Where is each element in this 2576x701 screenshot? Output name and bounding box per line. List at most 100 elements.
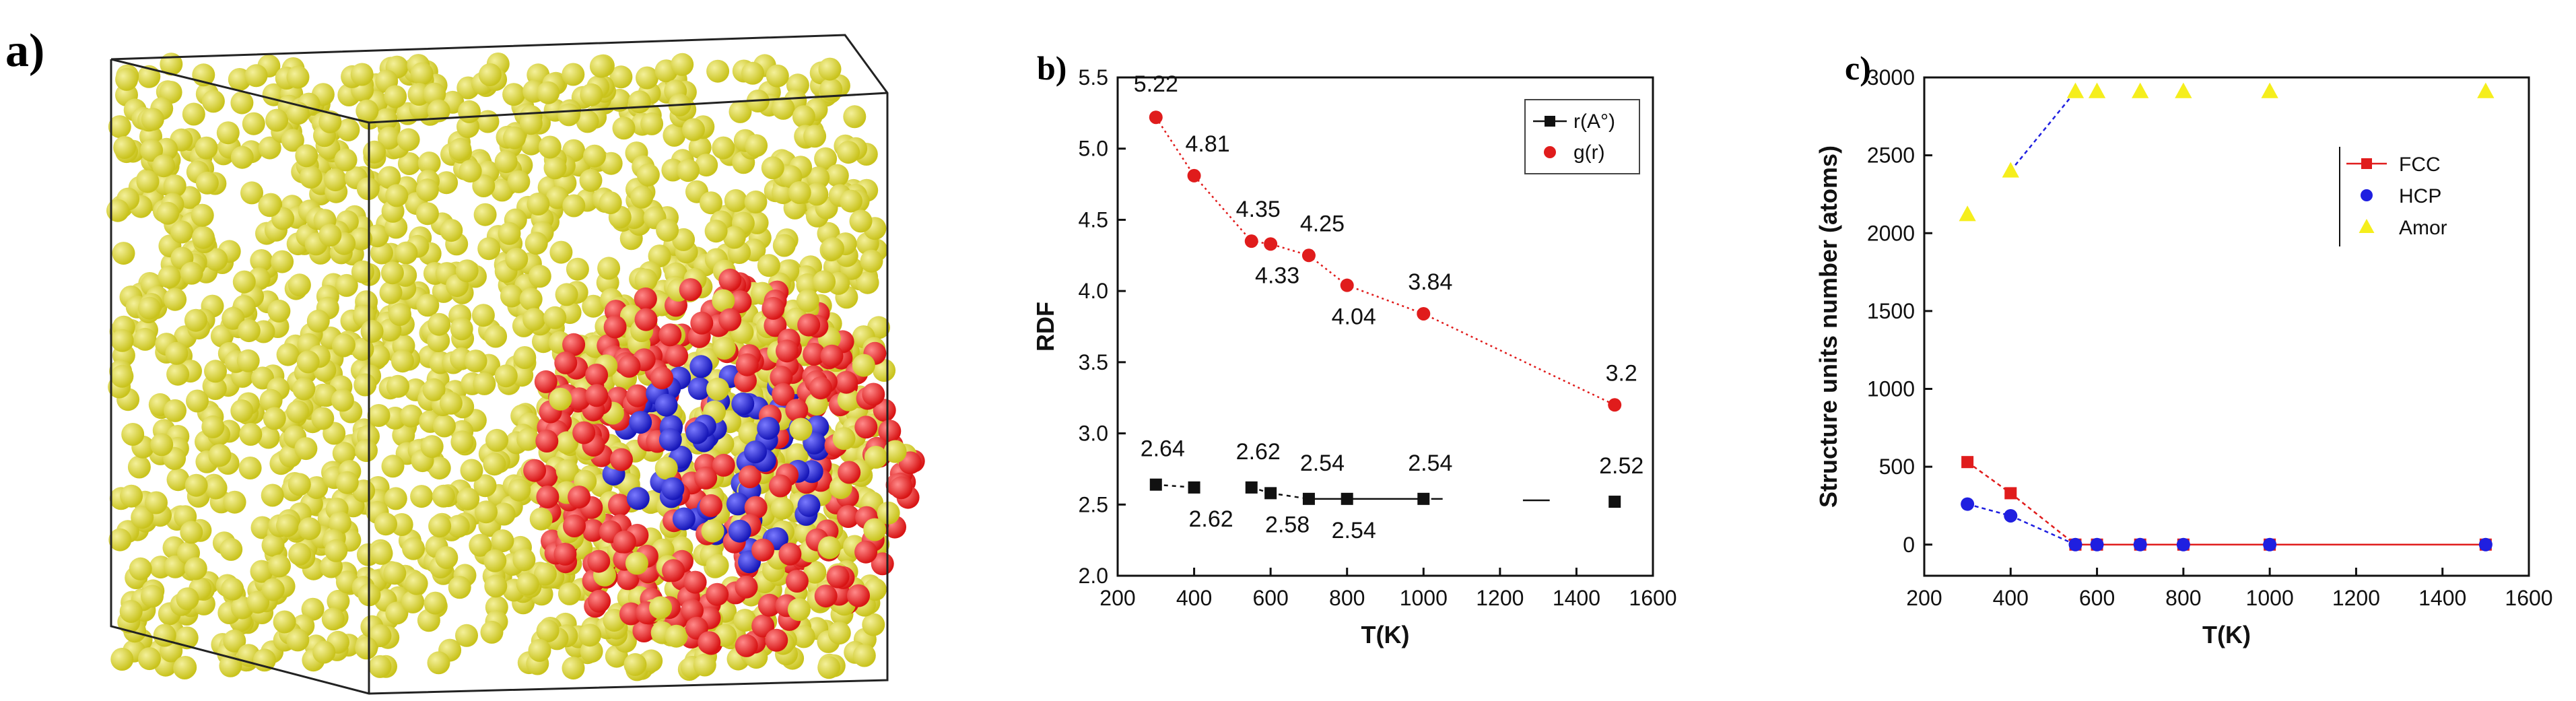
- red-atom: [770, 496, 794, 520]
- red-atom: [776, 339, 799, 363]
- yellow-atom: [110, 364, 134, 388]
- y-tick-label: 2000: [1867, 221, 1915, 245]
- yellow-atom: [335, 471, 359, 494]
- yellow-atom: [129, 557, 152, 580]
- hcp-point: [1961, 497, 1975, 511]
- yellow-atom: [455, 624, 478, 647]
- yellow-atom: [110, 648, 134, 671]
- yellow-atom: [786, 443, 809, 467]
- legend-g-label: g(r): [1573, 141, 1605, 164]
- yellow-atom: [281, 129, 304, 152]
- yellow-atom: [805, 182, 829, 206]
- yellow-atom: [329, 511, 351, 535]
- yellow-atom: [478, 63, 502, 86]
- yellow-atom: [378, 166, 401, 189]
- yellow-atom: [370, 241, 393, 265]
- yellow-atom: [706, 554, 729, 577]
- yellow-atom: [507, 170, 531, 193]
- yellow-atom: [351, 260, 374, 283]
- red-atom: [863, 518, 887, 541]
- yellow-atom: [287, 473, 311, 496]
- y-tick-label: 2.0: [1079, 564, 1108, 588]
- red-atom: [735, 634, 758, 657]
- yellow-atom: [435, 546, 459, 570]
- red-atom: [665, 344, 689, 368]
- legend-hcp-marker: [2361, 189, 2373, 201]
- amor-point: [2088, 82, 2106, 98]
- yellow-atom: [524, 232, 548, 255]
- blue-atom: [728, 519, 751, 543]
- yellow-atom: [475, 500, 498, 524]
- x-tick-label: 1200: [2332, 586, 2380, 610]
- yellow-atom: [519, 112, 543, 135]
- g-r-point: [1264, 237, 1278, 251]
- red-atom: [814, 585, 838, 608]
- yellow-atom: [391, 349, 414, 373]
- hcp-point: [2176, 537, 2190, 552]
- yellow-atom: [259, 389, 283, 412]
- blue-atom: [797, 494, 821, 517]
- yellow-atom: [145, 491, 168, 514]
- yellow-atom: [464, 349, 487, 373]
- yellow-atom: [728, 100, 752, 123]
- red-atom: [785, 399, 809, 422]
- yellow-atom: [115, 67, 139, 91]
- red-atom: [712, 289, 735, 312]
- g-r-point: [1301, 248, 1316, 263]
- yellow-atom: [494, 150, 518, 174]
- yellow-atom: [230, 399, 254, 423]
- legend-amor-label: Amor: [2399, 217, 2447, 239]
- y-tick-label: 3.0: [1079, 422, 1108, 446]
- yellow-atom: [230, 145, 254, 169]
- red-atom: [683, 570, 707, 594]
- red-atom: [862, 382, 885, 406]
- yellow-atom: [318, 224, 342, 247]
- hcp-point: [2133, 537, 2147, 552]
- yellow-atom: [460, 459, 483, 482]
- yellow-atom: [473, 203, 497, 226]
- red-atom: [649, 596, 672, 620]
- yellow-atom: [724, 189, 747, 212]
- yellow-atom: [432, 414, 456, 438]
- yellow-atom: [219, 537, 243, 561]
- panel-c-label: c): [1845, 49, 1871, 87]
- yellow-atom: [712, 136, 735, 160]
- yellow-atom: [385, 184, 409, 207]
- yellow-atom: [473, 474, 497, 498]
- blue-atom: [658, 428, 682, 451]
- yellow-atom: [459, 160, 482, 183]
- panel-b-label: b): [1037, 49, 1066, 87]
- yellow-atom: [420, 435, 444, 459]
- amor-point: [2002, 162, 2019, 178]
- y-tick-label: 500: [1879, 455, 1915, 479]
- amor-point: [2132, 82, 2149, 98]
- blue-atom: [661, 477, 685, 500]
- yellow-atom: [386, 374, 409, 398]
- yellow-atom: [355, 636, 378, 660]
- yellow-atom: [265, 108, 289, 132]
- red-atom: [778, 542, 802, 566]
- yellow-atom: [263, 407, 286, 430]
- red-atom: [588, 589, 611, 613]
- red-atom: [809, 376, 832, 400]
- red-atom: [534, 370, 557, 393]
- yellow-atom: [166, 362, 190, 386]
- yellow-atom: [370, 541, 393, 565]
- red-atom: [733, 609, 757, 632]
- yellow-atom: [503, 126, 526, 149]
- yellow-atom: [216, 121, 240, 145]
- chart-c: 200 400 600 800 1000 1200 1400 1600 0 500 1000 1500…: [1815, 65, 2553, 648]
- r-data-label: 2.54: [1332, 518, 1376, 543]
- r-point: [1245, 481, 1258, 494]
- hcp-point: [2478, 537, 2493, 552]
- red-atom: [581, 519, 605, 542]
- g-r-data-label: 4.81: [1185, 131, 1229, 157]
- hcp-point: [2263, 537, 2277, 552]
- red-atom: [654, 457, 678, 480]
- yellow-atom: [450, 317, 473, 341]
- r-data-label: 2.58: [1265, 512, 1310, 537]
- red-atom: [854, 540, 878, 564]
- g-r-point: [1340, 278, 1354, 292]
- blue-atom: [689, 355, 713, 378]
- yellow-atom: [505, 247, 529, 271]
